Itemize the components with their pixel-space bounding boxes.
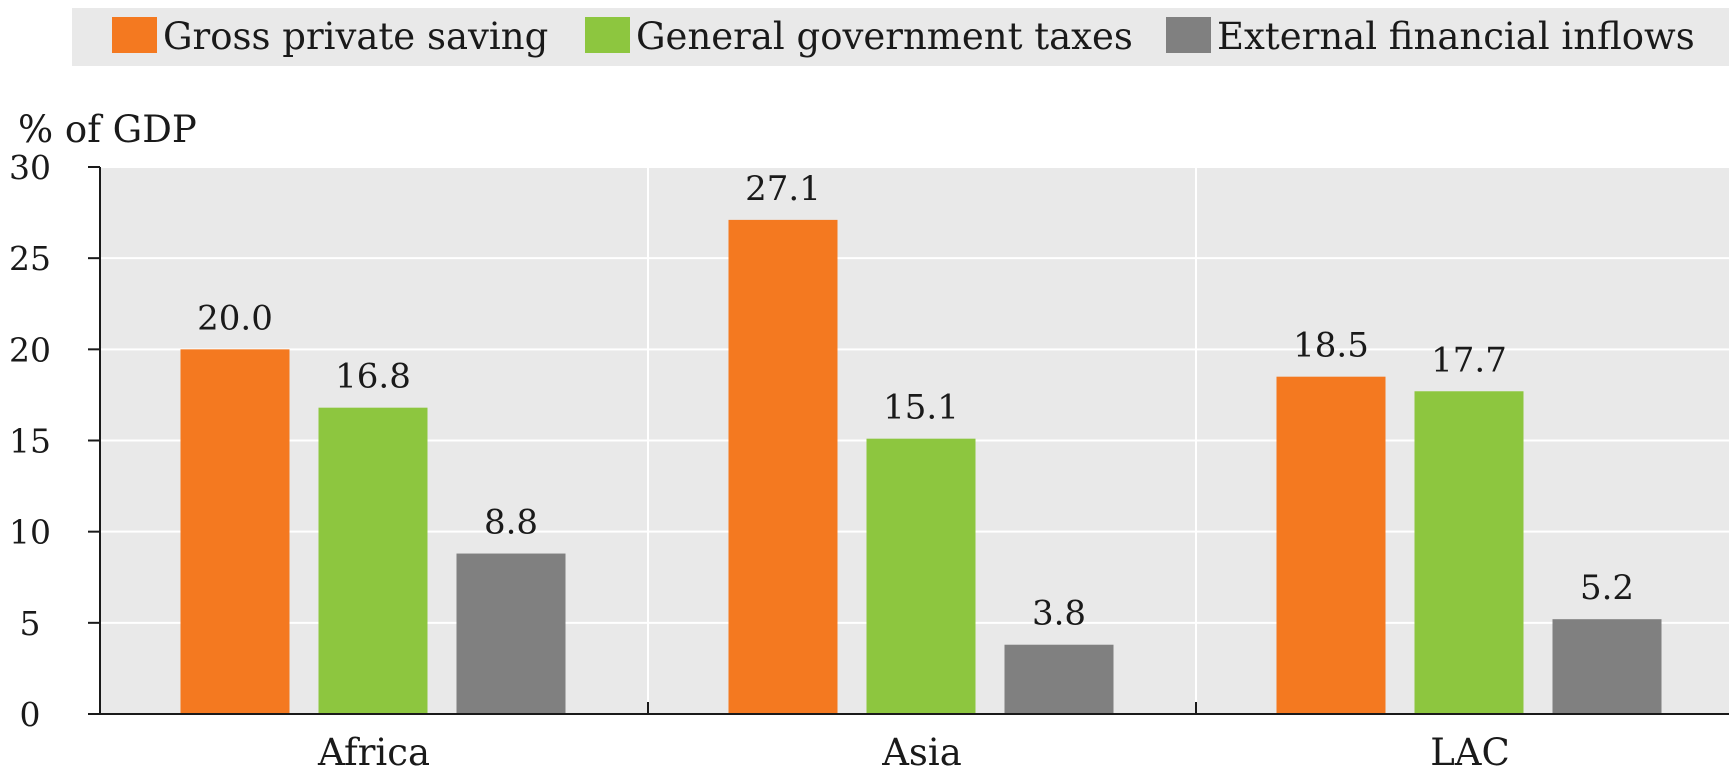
- value-label: 16.8: [335, 357, 411, 397]
- value-label: 17.7: [1431, 340, 1507, 380]
- y-tick-label: 30: [9, 148, 51, 187]
- value-label: 18.5: [1293, 326, 1369, 366]
- legend-label: External financial inflows: [1217, 15, 1695, 58]
- bar-lac-general-government-taxes: [1414, 391, 1524, 714]
- bar-lac-external-financial-inflows: [1552, 619, 1662, 714]
- y-tick-labels: 0 5 10 15 20 25 30: [9, 148, 51, 734]
- bar-africa-external-financial-inflows: [456, 553, 566, 714]
- legend: Gross private saving General government t…: [112, 15, 1695, 58]
- value-label: 15.1: [883, 388, 959, 428]
- legend-swatch: [1166, 17, 1211, 53]
- y-tick-label: 15: [9, 422, 51, 461]
- y-tick-label: 0: [20, 695, 41, 734]
- y-tick-label: 10: [9, 513, 51, 552]
- legend-swatch: [112, 17, 157, 53]
- category-label: Asia: [881, 731, 962, 771]
- bar-africa-general-government-taxes: [318, 407, 428, 714]
- category-label: Africa: [317, 731, 430, 771]
- bar-africa-gross-private-saving: [180, 349, 290, 714]
- value-label: 20.0: [197, 298, 273, 338]
- bar-lac-gross-private-saving: [1276, 376, 1386, 714]
- y-axis-label: % of GDP: [18, 108, 197, 151]
- bar-asia-external-financial-inflows: [1004, 644, 1114, 714]
- value-labels: 20.0 16.8 8.8 27.1 15.1 3.8 18.5 17.7 5.2: [197, 169, 1634, 634]
- value-label: 8.8: [484, 503, 538, 543]
- value-label: 27.1: [745, 169, 821, 209]
- legend-label: General government taxes: [636, 15, 1133, 58]
- value-label: 3.8: [1032, 594, 1086, 634]
- legend-swatch: [585, 17, 630, 53]
- bars: [180, 219, 1662, 715]
- category-labels: Africa Asia LAC: [317, 731, 1510, 774]
- y-tick-label: 25: [9, 239, 51, 278]
- axes: [88, 166, 1729, 715]
- y-tick-label: 20: [9, 330, 51, 369]
- legend-label: Gross private saving: [163, 15, 548, 58]
- bar-asia-general-government-taxes: [866, 438, 976, 714]
- value-label: 5.2: [1580, 568, 1634, 608]
- y-tick-label: 5: [20, 604, 41, 643]
- legend-background: [72, 8, 1729, 66]
- category-label: LAC: [1430, 731, 1510, 771]
- bar-asia-gross-private-saving: [728, 219, 838, 715]
